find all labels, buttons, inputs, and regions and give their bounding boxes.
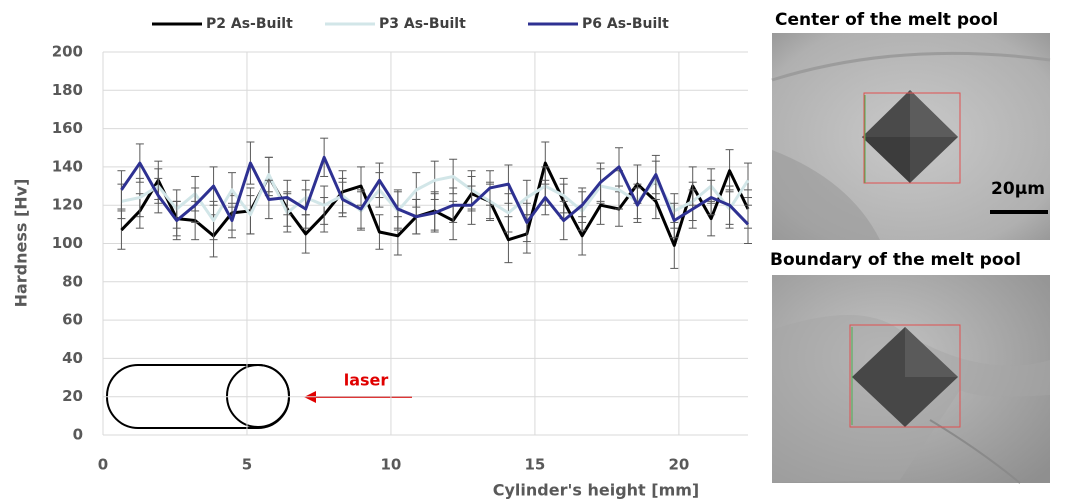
legend-label: P2 As-Built	[206, 16, 293, 32]
x-tick-label: 10	[381, 456, 402, 474]
panel-title: Boundary of the melt pool	[770, 250, 1021, 270]
y-tick-label: 60	[62, 311, 83, 329]
x-tick-label: 0	[98, 456, 108, 474]
y-tick-label: 80	[62, 272, 83, 290]
y-tick-label: 20	[62, 387, 83, 405]
x-tick-label: 5	[242, 456, 252, 474]
x-tick-label: 15	[524, 456, 545, 474]
y-tick-label: 200	[52, 43, 83, 61]
y-tick-label: 180	[52, 81, 83, 99]
y-tick-label: 160	[52, 119, 83, 137]
y-tick-label: 40	[62, 349, 83, 367]
y-tick-label: 0	[73, 426, 83, 444]
annotation: laser	[344, 371, 389, 390]
series-line	[120, 155, 750, 226]
y-tick-label: 120	[52, 196, 83, 214]
y-tick-label: 100	[52, 234, 83, 252]
legend-label: P6 As-Built	[582, 16, 669, 32]
y-tick-label: 140	[52, 157, 83, 175]
x-axis-title: Cylinder's height [mm]	[493, 481, 699, 500]
micrograph	[771, 33, 1051, 240]
y-axis-title: Hardness [Hv]	[12, 179, 31, 308]
scale-bar-label: 20μm	[991, 179, 1045, 199]
micrograph	[772, 275, 1050, 484]
x-tick-label: 20	[668, 456, 689, 474]
legend-label: P3 As-Built	[379, 16, 466, 32]
panel-title: Center of the melt pool	[775, 10, 998, 30]
